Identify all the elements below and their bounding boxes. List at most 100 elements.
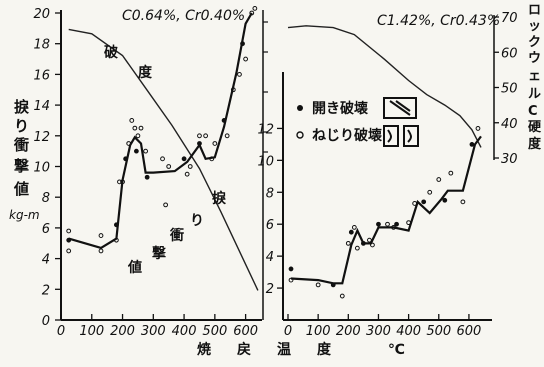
- curve-label: 撃: [152, 245, 166, 262]
- x-tick-label: 200: [336, 324, 361, 339]
- x-tick-label: 0: [57, 324, 65, 339]
- y-tick-label: 8: [266, 186, 274, 201]
- data-point: [421, 199, 427, 205]
- data-point: [351, 225, 357, 230]
- data-point: [339, 293, 345, 299]
- data-point: [240, 41, 245, 47]
- y-tick-label: 2: [42, 283, 50, 298]
- data-point: [237, 72, 242, 77]
- data-point: [66, 248, 72, 254]
- data-point: [117, 179, 122, 185]
- y-tick-label: 14: [33, 99, 50, 114]
- data-point: [288, 266, 294, 272]
- y-tick-label: 4: [266, 250, 274, 265]
- y-tick-label: 18: [33, 38, 50, 53]
- right-series: [287, 25, 482, 299]
- data-point: [252, 5, 258, 11]
- x-tick-label: 300: [141, 324, 166, 339]
- x-tick-label: 600: [457, 324, 482, 339]
- left-chart: C0.64%, Cr0.40% 0 2 4 6 8 10 12 14 16 18 20 0 100 20…: [9, 5, 268, 339]
- data-point: [135, 133, 141, 139]
- curve-label: り: [190, 213, 204, 229]
- legend-open-marker: [296, 131, 304, 139]
- x-tick-label: 600: [233, 324, 258, 339]
- open-fracture-icon: [383, 97, 417, 119]
- data-point: [288, 277, 294, 283]
- curve-label: 捩: [212, 190, 227, 207]
- data-point: [126, 141, 132, 146]
- legend-label: ねじり破壊: [312, 127, 383, 144]
- ylabel-char: 値: [13, 180, 29, 198]
- x-tick-label: 400: [396, 324, 421, 339]
- data-point: [133, 148, 139, 154]
- data-point: [209, 156, 215, 162]
- data-point: [123, 156, 129, 162]
- left-x-ticks: 0 100 200 300 400 500 600: [57, 21, 268, 339]
- ylabel-char: 捩: [14, 98, 30, 116]
- curve-label: 度: [138, 64, 153, 81]
- data-point: [330, 282, 336, 288]
- y-tick-label: 10: [257, 154, 274, 169]
- hardness-label-char: ェ: [528, 69, 541, 84]
- data-point: [249, 10, 255, 16]
- right-chart: C1.42%, Cr0.43% 2 4 6 8 10 12 0 100 200 300 400 50…: [257, 3, 542, 339]
- x-axis-label: 焼戻温度 ℃: [197, 341, 431, 358]
- data-point: [406, 220, 412, 226]
- data-point: [197, 141, 202, 146]
- x-tick-label: 0: [284, 324, 292, 339]
- hardness-label-char: C: [528, 104, 538, 119]
- data-point: [166, 164, 172, 169]
- hardness-label-char: ウ: [528, 51, 541, 66]
- ylabel-char: 衝: [13, 136, 29, 154]
- data-point: [184, 171, 190, 177]
- left-y-unit: kg-m: [9, 208, 40, 222]
- y-tick-label: 12: [33, 130, 50, 145]
- data-point: [367, 237, 372, 243]
- legend-label: 開き破壊: [312, 100, 369, 117]
- data-point: [427, 189, 433, 195]
- data-point: [436, 177, 442, 182]
- data-point: [230, 87, 236, 93]
- data-point: [66, 237, 72, 243]
- data-point: [120, 179, 125, 185]
- x-tick-label: 100: [79, 324, 104, 339]
- y-tick-label: 0: [42, 314, 50, 329]
- left-y-ticks: 0 2 4 6 8 10 12 14 16 18 20: [33, 7, 61, 329]
- right-chart-title: C1.42%, Cr0.43%: [377, 13, 500, 29]
- y-tick-label: 2: [266, 282, 274, 297]
- x-tick-label: 300: [366, 324, 391, 339]
- hardness-label-char: ク: [528, 35, 541, 50]
- data-point: [370, 242, 375, 248]
- data-point: [129, 118, 135, 123]
- data-point: [113, 237, 119, 243]
- data-point: [98, 233, 104, 238]
- data-point: [66, 228, 72, 234]
- data-point: [181, 156, 187, 162]
- data-point: [348, 229, 354, 235]
- right-x-ticks: 0 100 200 300 400 500 600: [284, 314, 481, 339]
- hardness-tick-label: 70: [501, 11, 518, 26]
- y-tick-label: 4: [42, 253, 50, 268]
- hardness-tick-label: 40: [501, 117, 518, 132]
- hardness-label-char: ル: [528, 87, 541, 102]
- data-point: [197, 133, 202, 139]
- data-point: [412, 201, 418, 206]
- data-point: [448, 170, 454, 176]
- data-point: [143, 148, 149, 154]
- curve-label: 衝: [169, 227, 184, 244]
- data-point: [460, 199, 466, 205]
- x-tick-label: 100: [306, 324, 331, 339]
- right-hardness-ticks: 30 40 50 60 70: [494, 11, 518, 167]
- data-point: [98, 248, 104, 254]
- data-point: [376, 221, 381, 227]
- data-point: [385, 221, 390, 227]
- data-point: [315, 282, 321, 288]
- y-tick-label: 8: [42, 191, 50, 206]
- hardness-tick-label: 50: [501, 82, 518, 97]
- right-y-ticks: 2 4 6 8 10 12: [257, 122, 283, 297]
- data-point: [391, 225, 396, 230]
- y-tick-label: 6: [42, 222, 50, 237]
- left-chart-title: C0.64%, Cr0.40%: [122, 8, 245, 24]
- hardness-label-char: 硬: [528, 120, 542, 135]
